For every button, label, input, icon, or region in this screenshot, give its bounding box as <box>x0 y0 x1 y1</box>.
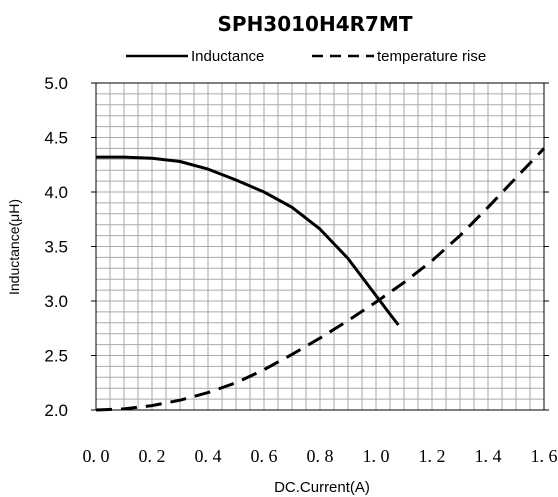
x-tick-label: 1. 4 <box>475 446 502 466</box>
axis-ticks: 2.0 2.5 3.0 3.5 4.0 4.5 5.0 0. 0 0. 2 0. 4 0. 6 0. … <box>44 74 557 466</box>
legend: Inductance temperature rise <box>126 48 486 65</box>
y-tick-label: 2.0 <box>44 401 68 420</box>
y-axis-label: Inductance(μH) <box>6 199 22 295</box>
y-tick-label: 5.0 <box>44 74 68 93</box>
x-axis-label: DC.Current(A) <box>274 479 370 496</box>
legend-label-inductance: Inductance <box>191 48 264 65</box>
y-tick-label: 3.5 <box>44 238 68 257</box>
x-tick-label: 0. 6 <box>251 446 278 466</box>
series-line-inductance <box>96 155 400 326</box>
series-lines <box>95 147 546 412</box>
x-tick-label: 0. 4 <box>195 446 222 466</box>
x-tick-label: 0. 8 <box>307 446 334 466</box>
y-tick-label: 3.0 <box>44 292 68 311</box>
y-tick-label: 4.0 <box>44 183 68 202</box>
grid <box>96 83 544 410</box>
x-tick-label: 0. 2 <box>139 446 166 466</box>
legend-label-temperature-rise: temperature rise <box>377 48 486 65</box>
x-tick-label: 0. 0 <box>83 446 110 466</box>
x-tick-label: 1. 6 <box>531 446 558 466</box>
x-tick-label: 1. 0 <box>363 446 390 466</box>
x-tick-label: 1. 2 <box>419 446 446 466</box>
chart-title: SPH3010H4R7MT <box>218 12 413 36</box>
y-tick-label: 4.5 <box>44 129 68 148</box>
y-tick-label: 2.5 <box>44 347 68 366</box>
series-line-temperature-rise <box>95 147 546 412</box>
